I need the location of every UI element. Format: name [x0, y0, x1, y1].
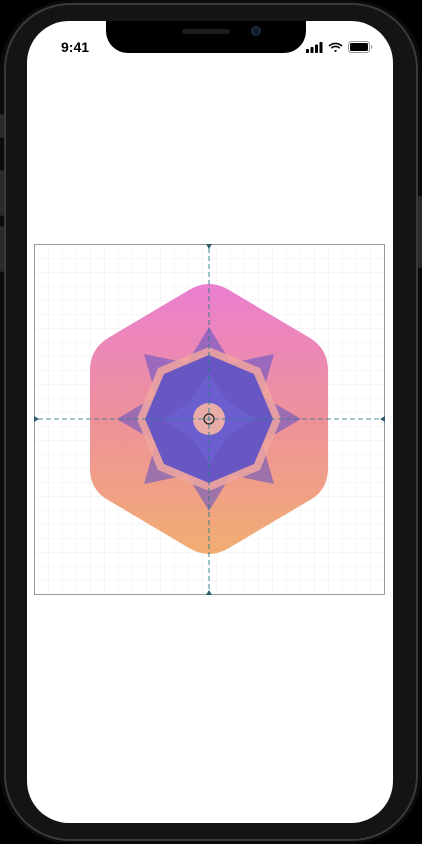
guide-handle-bottom [206, 590, 212, 595]
icon-grid-artboard [34, 244, 385, 595]
status-time: 9:41 [61, 39, 90, 55]
guide-handle-top [206, 244, 212, 249]
power-button [418, 196, 422, 268]
guide-handle-left [34, 416, 39, 422]
status-icons [306, 41, 373, 53]
volume-up-button [0, 170, 4, 216]
battery-icon [348, 41, 373, 53]
silent-switch [0, 114, 4, 138]
phone-screen: 9:41 [27, 21, 393, 823]
notch [106, 21, 306, 53]
signal-icon [306, 41, 323, 53]
volume-down-button [0, 226, 4, 272]
front-camera [251, 26, 261, 36]
guide-handle-right [380, 416, 385, 422]
wifi-icon [328, 42, 343, 52]
speaker-grille [182, 29, 230, 34]
icon-template-canvas [34, 244, 385, 595]
